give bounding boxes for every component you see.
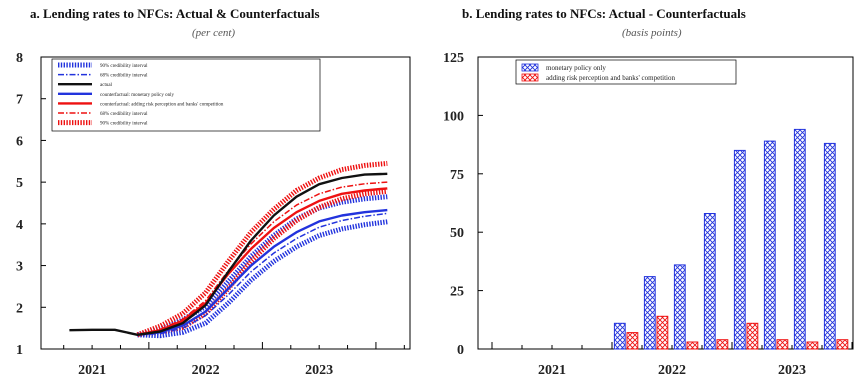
y-tick-label: 100	[443, 109, 464, 124]
legend-label: adding risk perception and banks' compet…	[546, 74, 675, 82]
legend-label: 90% credibility interval	[100, 64, 148, 69]
x-tick-label: 2023	[778, 363, 806, 378]
series-line	[137, 188, 388, 338]
series-line	[136, 194, 388, 338]
bar	[806, 341, 819, 350]
x-tick-label: 2023	[305, 363, 333, 378]
chart-a-title: a. Lending rates to NFCs: Actual & Count…	[30, 6, 320, 21]
y-tick-label: 8	[16, 51, 23, 66]
legend-label: monetary policy only	[546, 64, 606, 72]
y-tick-label: 4	[16, 218, 23, 233]
legend-box	[515, 59, 737, 85]
y-tick-label: 75	[450, 168, 464, 183]
series-line	[137, 187, 388, 336]
legend-label: 68% credibility interval	[100, 74, 148, 79]
y-tick-label: 7	[16, 93, 23, 108]
chart-b-title: b. Lending rates to NFCs: Actual - Count…	[462, 6, 746, 21]
series-line	[137, 212, 388, 336]
legend-swatch	[521, 63, 539, 72]
y-tick-label: 5	[16, 176, 23, 191]
bar	[673, 264, 686, 350]
legend-label: actual	[100, 83, 113, 88]
x-tick-label: 2021	[78, 363, 106, 378]
x-tick-label: 2021	[538, 363, 566, 378]
x-tick-label: 2022	[658, 363, 686, 378]
series-line	[137, 208, 388, 336]
legend-label: counterfactual: adding risk perception a…	[100, 102, 224, 107]
y-tick-label: 0	[457, 343, 464, 358]
y-tick-label: 1	[16, 343, 23, 358]
legend-box	[51, 58, 321, 132]
y-tick-label: 6	[16, 134, 23, 149]
bar	[686, 341, 699, 350]
bar	[716, 339, 729, 350]
y-tick-label: 125	[443, 51, 464, 66]
series-line	[137, 181, 388, 336]
x-tick-label: 2022	[192, 363, 220, 378]
series-line	[136, 160, 388, 338]
bar	[613, 322, 626, 350]
bar	[643, 276, 656, 350]
bar-chart-panel: 0 25 50 75 100 125 2021 2022 2023 monetary policy…	[443, 51, 854, 378]
legend-label: 90% credibility interval	[100, 122, 148, 127]
y-tick-label: 3	[16, 260, 23, 275]
bar	[733, 149, 746, 350]
plot-frame	[40, 56, 411, 350]
y-tick-label: 2	[16, 301, 23, 316]
line-chart-panel: 1 2 3 4 5 6 7 8 2021 2022 2023 90% credibility inte…	[16, 51, 411, 378]
bar	[823, 142, 836, 350]
y-tick-label: 25	[450, 285, 464, 300]
bar	[793, 128, 806, 350]
series-line	[137, 219, 388, 339]
chart-a-subtitle: (per cent)	[192, 27, 236, 39]
y-tick-label: 50	[450, 226, 464, 241]
bar	[763, 140, 776, 350]
bar	[776, 339, 789, 350]
bar	[626, 332, 639, 350]
legend-label: counterfactual: monetary policy only	[100, 93, 175, 98]
series-line	[69, 172, 388, 336]
legend-swatch	[521, 73, 539, 82]
bar	[703, 213, 716, 350]
bar	[656, 315, 669, 350]
legend-label: 68% credibility interval	[100, 112, 148, 117]
bar	[836, 339, 849, 350]
bar	[746, 322, 759, 350]
chart-b-subtitle: (basis points)	[622, 27, 682, 39]
